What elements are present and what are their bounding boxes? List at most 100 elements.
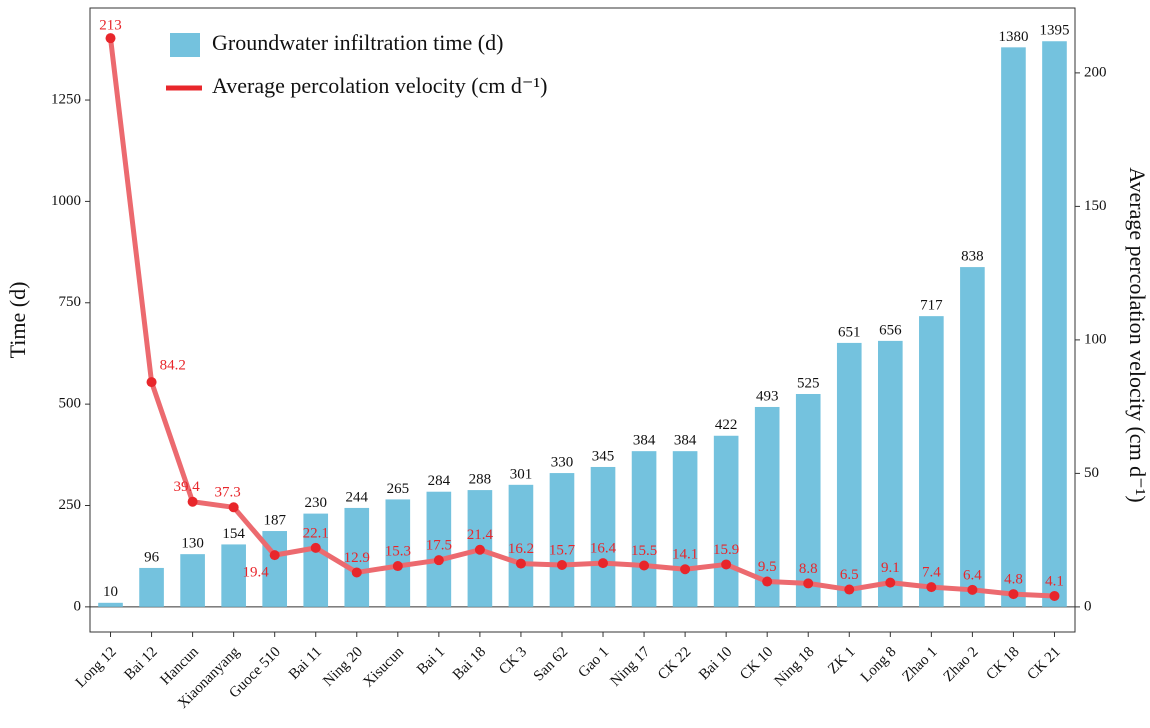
line-point [721,559,732,570]
line-label: 8.8 [799,561,818,577]
line-point [105,33,116,44]
bar [919,316,944,607]
line-point [392,561,403,572]
bar [754,406,780,607]
line-label: 9.1 [881,560,900,576]
bar-label: 288 [469,472,492,488]
line-label: 14.1 [672,547,698,563]
x-tick-label: CK 18 [983,644,1022,683]
y-tick-label: 1000 [51,193,81,209]
y2-tick-label: 200 [1084,64,1107,80]
line-point [1008,589,1019,600]
legend-label: Average percolation velocity (cm d⁻¹) [212,73,547,98]
bar [385,499,411,607]
bar [180,554,205,607]
line-point [310,542,321,553]
bar-label: 230 [304,495,327,511]
y2-tick-label: 50 [1084,465,1099,481]
line-point [598,558,609,569]
bar-label: 1380 [998,29,1028,45]
bar-label: 130 [181,536,204,552]
bar [98,602,123,607]
bar-label: 838 [961,249,984,265]
line-point [474,544,485,555]
line-label: 15.3 [385,543,411,559]
x-tick-label: Long 8 [858,644,900,686]
bar-label: 265 [387,481,410,497]
x-tick-label: Zhao 2 [941,644,982,685]
y2-tick-label: 0 [1084,598,1092,614]
line-label: 9.5 [758,559,777,575]
x-tick-label: Bai 10 [696,644,735,683]
x-tick-label: Ning 17 [608,644,654,690]
bar-label: 96 [144,549,160,565]
x-tick-label: ZK 1 [825,644,858,677]
bar-label: 330 [551,454,574,470]
x-tick-label: Bai 18 [450,644,489,683]
bar-label: 10 [103,584,118,600]
x-tick-label: Long 12 [73,644,120,691]
bar [303,513,329,607]
bar-label: 422 [715,417,738,433]
line [108,37,1055,599]
x-tick-label: Bai 11 [286,644,325,683]
bar [631,451,657,607]
y-tick-label: 0 [74,598,82,614]
line-label: 16.2 [508,541,534,557]
bar-label: 384 [633,433,656,449]
bar [713,435,739,607]
line-label: 6.5 [840,567,859,583]
line-label: 84.2 [160,358,186,374]
bar [1042,41,1067,607]
line-point [926,582,937,593]
x-tick-label: Ning 20 [320,644,366,690]
line-point [967,584,978,595]
bar-label: 384 [674,433,697,449]
bar-label: 284 [428,473,451,489]
line-label: 21.4 [467,527,494,543]
y-tick-label: 750 [59,294,82,310]
y-tick-label: 1250 [51,91,81,107]
bar-label: 651 [838,324,861,340]
line-point [146,377,157,388]
x-tick-label: Zhao 1 [900,644,941,685]
bar-label: 525 [797,375,820,391]
line-label: 22.1 [303,525,329,541]
y2-tick-label: 150 [1084,198,1107,214]
line-label: 17.5 [426,538,452,554]
bar-label: 301 [510,466,533,482]
bar [426,491,452,607]
line-label: 7.4 [922,565,941,581]
line-point [556,559,567,570]
bar-label: 717 [920,298,943,314]
bar-label: 244 [346,489,369,505]
line-label: 4.1 [1045,573,1064,589]
x-tick-label: CK 3 [496,644,530,678]
line-point [680,564,691,575]
bar [549,473,575,607]
line-label: 15.5 [631,543,657,559]
bar-label: 187 [263,512,286,528]
bar-label: 154 [222,526,245,542]
line-point [351,567,362,578]
line-point [639,560,650,571]
y2-tick-label: 100 [1084,331,1107,347]
line-point [228,502,239,513]
bar [508,484,534,607]
x-tick-label: Xisucun [360,644,407,691]
bar [795,393,821,607]
bar-label: 656 [879,322,902,338]
line-label: 15.7 [549,542,576,558]
y2-axis-label: Average percolation velocity (cm d⁻¹) [1125,167,1150,502]
line-point [803,578,814,589]
bar-label: 493 [756,388,779,404]
bar-label: 345 [592,448,615,464]
bar [960,267,985,607]
bar [836,342,862,607]
bar-label: 1395 [1039,23,1069,39]
y-axis-label: Time (d) [5,282,30,359]
line-point [1049,590,1060,601]
y-tick-label: 500 [59,396,82,412]
line-label: 39.4 [173,479,200,495]
